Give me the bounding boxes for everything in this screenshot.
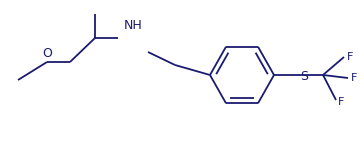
Text: F: F: [351, 73, 357, 83]
Text: O: O: [42, 47, 52, 60]
Text: F: F: [347, 52, 353, 62]
Text: F: F: [338, 97, 344, 107]
Text: NH: NH: [124, 19, 143, 32]
Text: S: S: [300, 70, 308, 84]
